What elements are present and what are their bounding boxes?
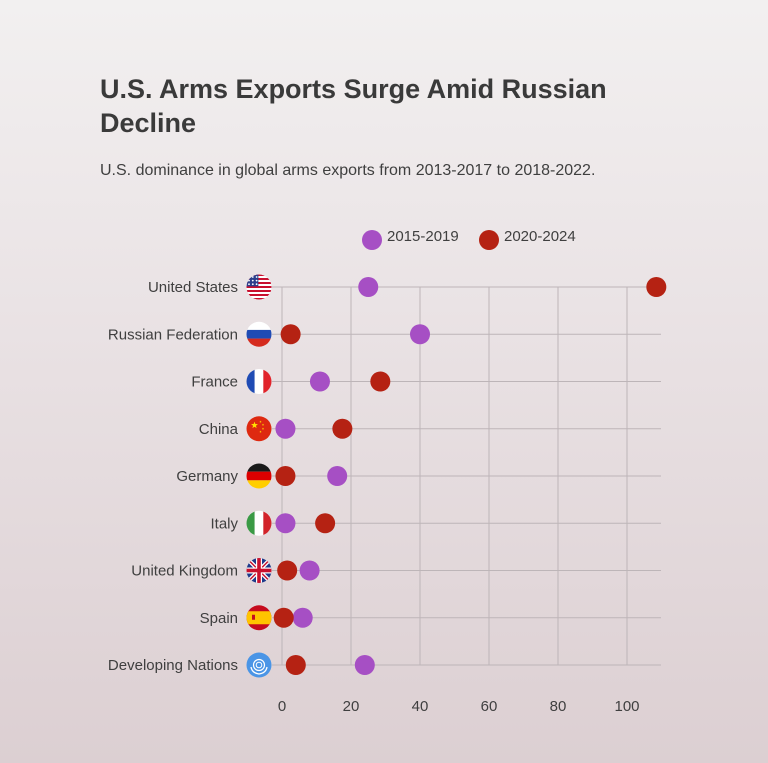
us-flag-icon xyxy=(246,274,272,300)
point-2015-2019[interactable] xyxy=(309,371,330,392)
x-tick-label: 60 xyxy=(481,698,498,715)
point-2015-2019[interactable] xyxy=(410,324,430,345)
x-tick-label: 0 xyxy=(278,698,286,715)
legend-label: 2015-2019 xyxy=(387,228,459,245)
category-label: France xyxy=(191,374,238,391)
flag-icons xyxy=(246,274,272,678)
category-label: United States xyxy=(148,279,238,296)
point-2015-2019[interactable] xyxy=(299,560,320,581)
germany-flag-icon xyxy=(246,463,272,489)
point-2015-2019[interactable] xyxy=(275,513,296,534)
un-emblem-icon xyxy=(246,652,272,678)
point-2015-2019[interactable] xyxy=(292,607,313,628)
point-2020-2024[interactable] xyxy=(646,277,667,297)
category-label: Spain xyxy=(200,610,238,627)
point-2020-2024[interactable] xyxy=(273,607,294,628)
x-tick-label: 40 xyxy=(412,698,429,715)
grid xyxy=(272,286,661,666)
x-tick-label: 20 xyxy=(343,698,360,715)
category-label: Germany xyxy=(176,468,238,485)
point-2020-2024[interactable] xyxy=(285,655,306,675)
russia-flag-icon xyxy=(246,321,272,347)
category-label: Developing Nations xyxy=(108,657,238,674)
point-2020-2024[interactable] xyxy=(275,466,296,486)
china-flag-icon xyxy=(246,416,272,442)
point-2015-2019[interactable] xyxy=(354,655,375,675)
italy-flag-icon xyxy=(246,510,272,536)
point-2015-2019[interactable] xyxy=(327,466,348,486)
category-label: Italy xyxy=(210,515,238,532)
chart-subtitle: U.S. dominance in global arms exports fr… xyxy=(100,162,596,179)
point-2020-2024[interactable] xyxy=(332,418,353,439)
category-label: Russian Federation xyxy=(108,326,238,343)
legend-swatch xyxy=(362,230,382,250)
point-2015-2019[interactable] xyxy=(275,418,296,439)
x-tick-label: 80 xyxy=(550,698,567,715)
point-2020-2024[interactable] xyxy=(370,371,391,392)
category-label: China xyxy=(199,421,239,438)
legend-label: 2020-2024 xyxy=(504,228,576,245)
chart-title: U.S. Arms Exports Surge Amid Russian Dec… xyxy=(100,74,607,138)
spain-flag-icon xyxy=(246,605,272,631)
france-flag-icon xyxy=(246,369,272,394)
uk-flag-icon xyxy=(246,558,272,583)
category-labels: United States Russian Federation France Chi… xyxy=(108,279,239,674)
category-label: United Kingdom xyxy=(131,563,238,580)
x-tick-label: 100 xyxy=(614,698,639,715)
point-2020-2024[interactable] xyxy=(277,560,298,581)
point-2020-2024[interactable] xyxy=(280,324,301,345)
point-2015-2019[interactable] xyxy=(358,277,379,297)
legend: 2015-2019 2020-2024 xyxy=(362,228,576,250)
data-points xyxy=(273,277,667,675)
x-tick-labels: 0 20 40 60 80 100 xyxy=(278,698,640,715)
point-2020-2024[interactable] xyxy=(315,513,336,534)
legend-swatch xyxy=(479,230,499,250)
